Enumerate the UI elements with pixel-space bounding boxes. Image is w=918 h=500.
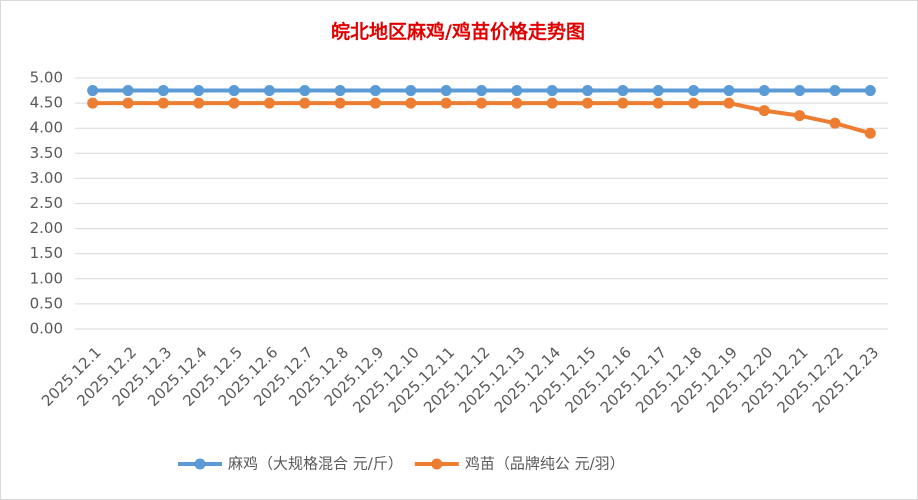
y-tick-label: 3.00 xyxy=(30,169,63,187)
legend-marker xyxy=(431,458,443,470)
y-tick-label: 5.00 xyxy=(30,69,63,87)
point-marker xyxy=(794,110,806,122)
point-marker xyxy=(334,85,346,97)
point-marker xyxy=(652,97,664,109)
y-tick-label: 4.50 xyxy=(30,94,63,112)
point-marker xyxy=(369,97,381,109)
point-marker xyxy=(546,85,558,97)
point-marker xyxy=(440,97,452,109)
legend-label: 麻鸡（大规格混合 元/斤） xyxy=(228,455,403,473)
point-marker xyxy=(405,97,417,109)
point-marker xyxy=(476,97,487,109)
point-marker xyxy=(546,97,558,109)
point-marker xyxy=(299,85,311,97)
point-marker xyxy=(864,85,876,97)
y-tick-label: 1.50 xyxy=(30,244,63,262)
point-marker xyxy=(405,85,417,97)
point-marker xyxy=(582,85,594,97)
point-marker xyxy=(617,85,629,97)
point-marker xyxy=(334,97,346,109)
point-marker xyxy=(122,97,134,109)
point-marker xyxy=(299,97,311,109)
y-tick-label: 0.00 xyxy=(30,320,63,338)
y-tick-label: 3.50 xyxy=(30,144,63,162)
point-marker xyxy=(193,85,205,97)
point-marker xyxy=(829,85,841,97)
chart-title: 皖北地区麻鸡/鸡苗价格走势图 xyxy=(331,20,585,43)
y-tick-label: 2.50 xyxy=(30,194,63,212)
point-marker xyxy=(758,85,770,97)
point-marker xyxy=(864,127,876,139)
point-marker xyxy=(476,85,487,97)
point-marker xyxy=(511,97,523,109)
point-marker xyxy=(122,85,134,97)
point-marker xyxy=(511,85,523,97)
point-marker xyxy=(157,85,169,97)
point-marker xyxy=(723,97,735,109)
y-tick-label: 0.50 xyxy=(30,294,63,312)
point-marker xyxy=(794,85,806,97)
y-tick-label: 1.00 xyxy=(30,269,63,287)
point-marker xyxy=(263,85,275,97)
y-tick-label: 4.00 xyxy=(30,119,63,137)
point-marker xyxy=(758,105,770,117)
point-marker xyxy=(228,85,240,97)
point-marker xyxy=(723,85,735,97)
point-marker xyxy=(157,97,169,109)
y-tick-label: 2.00 xyxy=(30,219,63,237)
point-marker xyxy=(652,85,664,97)
point-marker xyxy=(369,85,381,97)
point-marker xyxy=(688,85,700,97)
legend-label: 鸡苗（品牌纯公 元/羽） xyxy=(465,455,625,473)
point-marker xyxy=(617,97,629,109)
point-marker xyxy=(87,85,99,97)
point-marker xyxy=(193,97,205,109)
legend-marker xyxy=(194,458,206,470)
point-marker xyxy=(829,117,841,129)
point-marker xyxy=(688,97,700,109)
point-marker xyxy=(440,85,452,97)
point-marker xyxy=(87,97,99,109)
point-marker xyxy=(228,97,240,109)
point-marker xyxy=(263,97,275,109)
point-marker xyxy=(582,97,594,109)
